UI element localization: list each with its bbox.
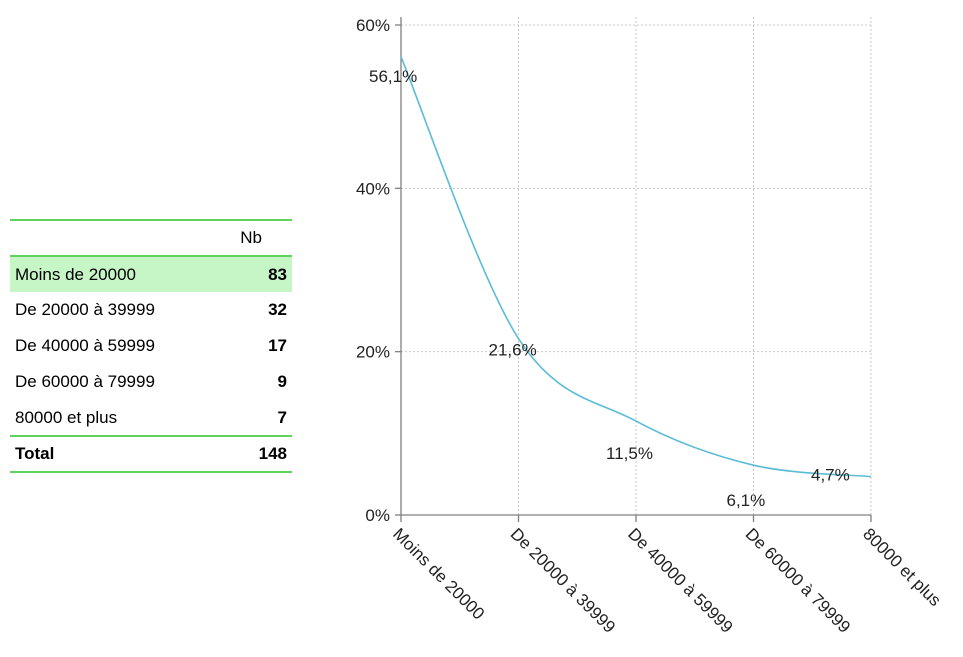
data-label: 6,1% [727, 491, 766, 510]
table-row: De 60000 à 79999 9 [10, 364, 292, 400]
table-header-row: Nb [10, 220, 292, 256]
row-label: Moins de 20000 [15, 264, 136, 284]
y-tick-label: 40% [356, 179, 390, 198]
row-label: 80000 et plus [15, 407, 118, 427]
table-row: 80000 et plus 7 [10, 400, 292, 436]
row-label: De 60000 à 79999 [15, 372, 155, 391]
chart-labels: 0% 20% 40% 60% Moins de 20000 De 20000 à 3999… [356, 16, 945, 637]
table-row: Moins de 20000 83 [10, 256, 292, 292]
y-tick-label: 60% [356, 16, 390, 35]
row-count: 7 [277, 407, 287, 427]
chart-grid [401, 17, 872, 515]
y-tick-label: 0% [365, 506, 390, 525]
row-label: De 20000 à 39999 [15, 300, 155, 319]
header-count-cell: Nb [240, 228, 262, 247]
series-line [400, 56, 872, 478]
x-tick-label: De 40000 à 59999 [624, 524, 736, 636]
row-label: De 40000 à 59999 [15, 336, 155, 355]
total-count: 148 [258, 444, 287, 463]
data-label: 11,5% [606, 444, 653, 463]
data-label: 21,6% [489, 341, 537, 360]
row-count: 9 [277, 372, 287, 391]
x-tick-label: De 20000 à 39999 [507, 524, 619, 636]
table-row: De 20000 à 39999 32 [10, 292, 292, 328]
x-tick-label: 80000 et plus [859, 524, 945, 610]
y-tick-label: 20% [356, 343, 390, 362]
table-row: De 40000 à 59999 17 [10, 328, 292, 364]
chart-axes [395, 17, 872, 522]
table-total-row: Total 148 [10, 436, 292, 472]
x-tick-label: Moins de 20000 [389, 524, 488, 623]
x-tick-label: De 60000 à 79999 [742, 524, 854, 636]
row-count: 83 [268, 264, 287, 284]
data-label: 4,7% [811, 466, 850, 485]
row-count: 17 [268, 336, 287, 355]
row-count: 32 [268, 300, 287, 319]
data-label: 56,1% [369, 67, 417, 86]
frequency-table: Nb Moins de 20000 83 De 20000 à 39999 32… [10, 219, 292, 473]
total-label: Total [15, 444, 55, 463]
chart-series [400, 56, 872, 478]
